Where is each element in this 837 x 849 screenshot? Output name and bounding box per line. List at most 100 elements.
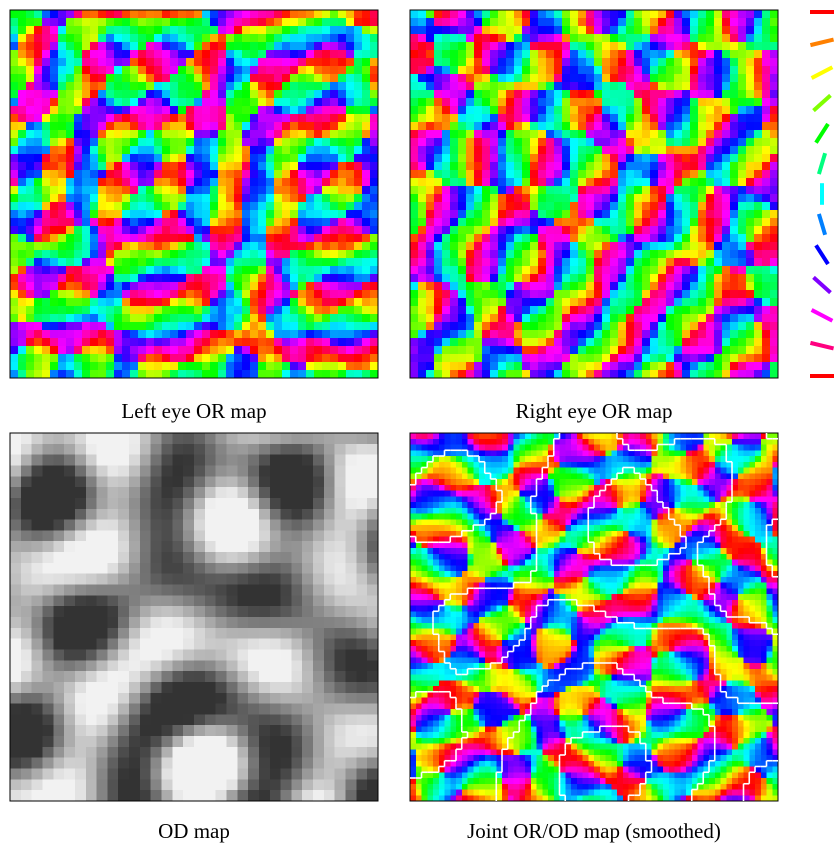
map-cell <box>634 130 643 139</box>
map-cell <box>306 194 315 203</box>
map-cell <box>514 194 523 203</box>
map-cell <box>274 258 283 267</box>
map-cell <box>602 26 611 35</box>
map-cell <box>202 250 211 259</box>
map-cell <box>282 306 291 315</box>
map-cell <box>114 170 123 179</box>
map-cell <box>282 170 291 179</box>
map-cell <box>90 266 99 275</box>
map-cell <box>118 487 129 498</box>
map-cell <box>594 202 603 211</box>
map-cell <box>298 226 307 235</box>
map-cell <box>594 282 603 291</box>
map-cell <box>658 114 667 123</box>
map-cell <box>266 266 275 275</box>
map-cell <box>66 18 75 27</box>
map-cell <box>522 122 531 131</box>
map-cell <box>546 274 555 283</box>
map-cell <box>234 74 243 83</box>
map-cell <box>90 274 99 283</box>
map-cell <box>98 50 107 59</box>
map-cell <box>426 258 435 267</box>
map-cell <box>490 50 499 59</box>
map-cell <box>682 250 691 259</box>
map-cell <box>18 234 27 243</box>
map-cell <box>86 574 97 585</box>
map-cell <box>226 186 235 195</box>
map-cell <box>626 98 635 107</box>
map-cell <box>562 90 571 99</box>
map-cell <box>74 242 83 251</box>
map-cell <box>64 682 75 693</box>
map-cell <box>90 218 99 227</box>
map-cell <box>226 314 235 323</box>
map-cell <box>210 250 219 259</box>
map-cell <box>151 747 162 758</box>
map-cell <box>266 66 275 75</box>
map-cell <box>97 606 108 617</box>
map-cell <box>346 314 355 323</box>
map-cell <box>130 226 139 235</box>
map-cell <box>74 34 83 43</box>
map-cell <box>237 758 248 769</box>
map-cell <box>602 362 611 371</box>
map-cell <box>114 202 123 211</box>
map-cell <box>118 747 129 758</box>
map-cell <box>64 455 75 466</box>
map-cell <box>306 18 315 27</box>
map-cell <box>186 266 195 275</box>
map-cell <box>362 370 371 379</box>
map-cell <box>594 74 603 83</box>
map-cell <box>530 250 539 259</box>
map-cell <box>602 210 611 219</box>
map-cell <box>82 42 91 51</box>
map-cell <box>522 194 531 203</box>
map-cell <box>522 10 531 19</box>
map-cell <box>434 370 443 379</box>
map-cell <box>205 509 216 520</box>
map-cell <box>362 122 371 131</box>
map-cell <box>698 362 707 371</box>
map-cell <box>290 42 299 51</box>
map-cell <box>410 154 419 163</box>
map-cell <box>554 226 563 235</box>
map-cell <box>106 154 115 163</box>
map-cell <box>242 66 251 75</box>
map-cell <box>114 42 123 51</box>
map-cell <box>58 370 67 379</box>
map-cell <box>626 170 635 179</box>
map-cell <box>146 290 155 299</box>
map-cell <box>418 26 427 35</box>
map-cell <box>330 290 339 299</box>
map-cell <box>218 242 227 251</box>
map-cell <box>682 42 691 51</box>
map-cell <box>410 282 419 291</box>
map-cell <box>354 154 363 163</box>
map-cell <box>458 154 467 163</box>
map-cell <box>770 18 779 27</box>
map-cell <box>138 186 147 195</box>
map-cell <box>140 628 151 639</box>
map-cell <box>146 306 155 315</box>
map-cell <box>266 250 275 259</box>
map-cell <box>282 90 291 99</box>
map-cell <box>746 338 755 347</box>
map-cell <box>194 790 205 801</box>
map-cell <box>410 330 419 339</box>
map-cell <box>698 282 707 291</box>
map-cell <box>666 122 675 131</box>
map-cell <box>370 274 379 283</box>
map-cell <box>258 298 267 307</box>
map-cell <box>346 154 355 163</box>
map-cell <box>234 138 243 147</box>
map-cell <box>410 306 419 315</box>
map-cell <box>498 170 507 179</box>
map-cell <box>418 154 427 163</box>
map-cell <box>26 26 35 35</box>
map-cell <box>658 282 667 291</box>
map-cell <box>714 226 723 235</box>
map-cell <box>482 122 491 131</box>
map-cell <box>730 258 739 267</box>
map-cell <box>298 258 307 267</box>
map-cell <box>610 306 619 315</box>
